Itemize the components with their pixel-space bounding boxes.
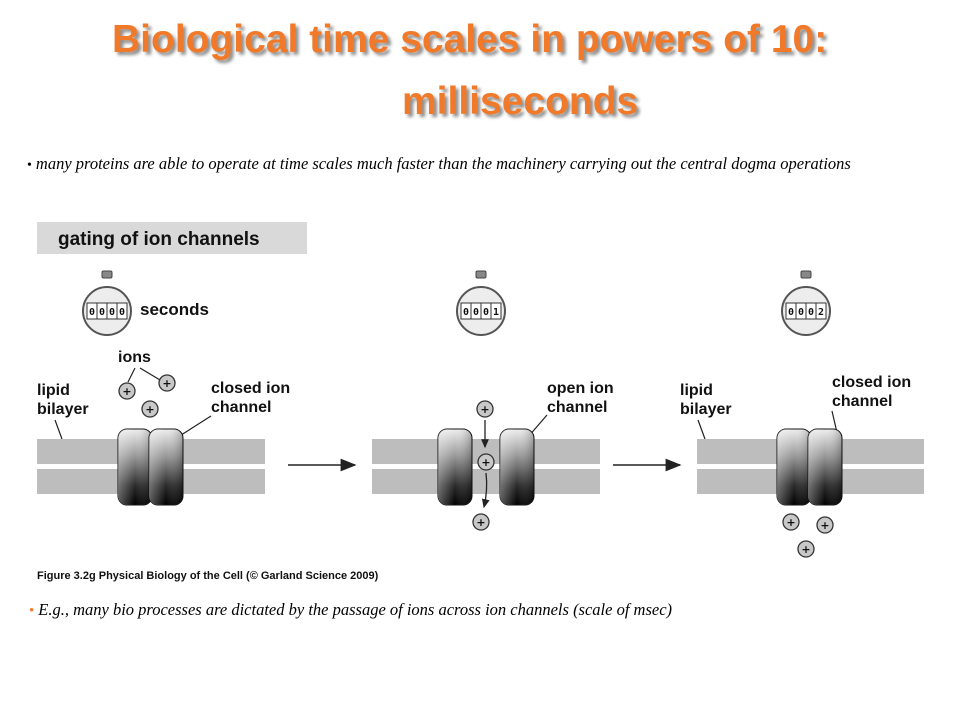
- lipid-bilayer-label-line-1: lipid: [37, 382, 70, 399]
- ion: +: [782, 513, 800, 531]
- slide-title-line-2: milliseconds: [402, 80, 639, 123]
- timer-unit-label: seconds: [140, 300, 209, 319]
- open-channel-label-line-1: open ion: [547, 380, 614, 397]
- open-channel-label-line-2: channel: [547, 399, 607, 416]
- stopwatch-icon: 0 0 0 0: [82, 270, 132, 336]
- panel-3: 0 0 0 2 lipid bilayer closed ion channel…: [680, 270, 924, 558]
- timer-digit: 0: [483, 307, 489, 318]
- ion: +: [158, 374, 176, 392]
- figure-heading: gating of ion channels: [58, 229, 260, 250]
- timer-digit: 0: [463, 307, 469, 318]
- lipid-bilayer-label-line-2: bilayer: [680, 401, 732, 418]
- timer-digit: 2: [818, 307, 824, 318]
- closed-ion-channel: [117, 428, 184, 506]
- closed-channel-label-line-1: closed ion: [832, 374, 911, 391]
- timer-digit: 0: [89, 307, 95, 318]
- ion: +: [816, 516, 834, 534]
- panel-1: 0 0 0 0 seconds ions + + + lipid bilayer…: [37, 270, 290, 506]
- svg-text:+: +: [481, 456, 490, 469]
- bullet-dot-icon: •: [27, 158, 32, 173]
- closed-ion-channel: [776, 428, 843, 506]
- bullet-1: • many proteins are able to operate at ti…: [27, 151, 927, 178]
- svg-text:+: +: [801, 543, 810, 556]
- svg-text:+: +: [820, 519, 829, 532]
- ion: +: [118, 382, 136, 400]
- closed-channel-label-line-2: channel: [211, 399, 271, 416]
- ion: +: [472, 513, 490, 531]
- ion: +: [797, 540, 815, 558]
- bullet-1-text: many proteins are able to operate at tim…: [35, 154, 851, 173]
- ion-channel-gating-figure: gating of ion channels 0 0 0 0 seconds i…: [37, 222, 924, 582]
- svg-text:+: +: [480, 403, 489, 416]
- svg-text:+: +: [122, 385, 131, 398]
- timer-digit: 0: [798, 307, 804, 318]
- bullet-2-text: E.g., many bio processes are dictated by…: [38, 600, 673, 619]
- stopwatch-icon: 0 0 0 2: [781, 270, 831, 336]
- figure-heading-box: [37, 222, 307, 254]
- svg-text:+: +: [476, 516, 485, 529]
- slide-title-line-1: Biological time scales in powers of 10:: [112, 18, 828, 61]
- closed-channel-label-line-1: closed ion: [211, 380, 290, 397]
- timer-digit: 0: [788, 307, 794, 318]
- bullet-dot-icon: •: [29, 603, 35, 619]
- closed-channel-label-line-2: channel: [832, 393, 892, 410]
- timer-digit: 1: [493, 307, 499, 318]
- ions-label: ions: [118, 349, 151, 366]
- svg-text:+: +: [786, 516, 795, 529]
- stopwatch-icon: 0 0 0 1: [456, 270, 506, 336]
- svg-text:+: +: [145, 403, 154, 416]
- bullet-2: • E.g., many bio processes are dictated b…: [27, 597, 927, 624]
- timer-digit: 0: [109, 307, 115, 318]
- lipid-bilayer-label-line-1: lipid: [680, 382, 713, 399]
- panel-2: 0 0 0 1 open ion channel + +: [372, 270, 614, 531]
- lipid-bilayer-label-line-2: bilayer: [37, 401, 89, 418]
- timer-digit: 0: [473, 307, 479, 318]
- figure-caption: Figure 3.2g Physical Biology of the Cell…: [37, 570, 379, 582]
- timer-digit: 0: [99, 307, 105, 318]
- svg-text:+: +: [162, 377, 171, 390]
- ion: +: [477, 453, 495, 471]
- timer-digit: 0: [119, 307, 125, 318]
- open-ion-channel: [437, 428, 535, 506]
- timer-digit: 0: [808, 307, 814, 318]
- ion: +: [476, 400, 494, 418]
- ion: +: [141, 400, 159, 418]
